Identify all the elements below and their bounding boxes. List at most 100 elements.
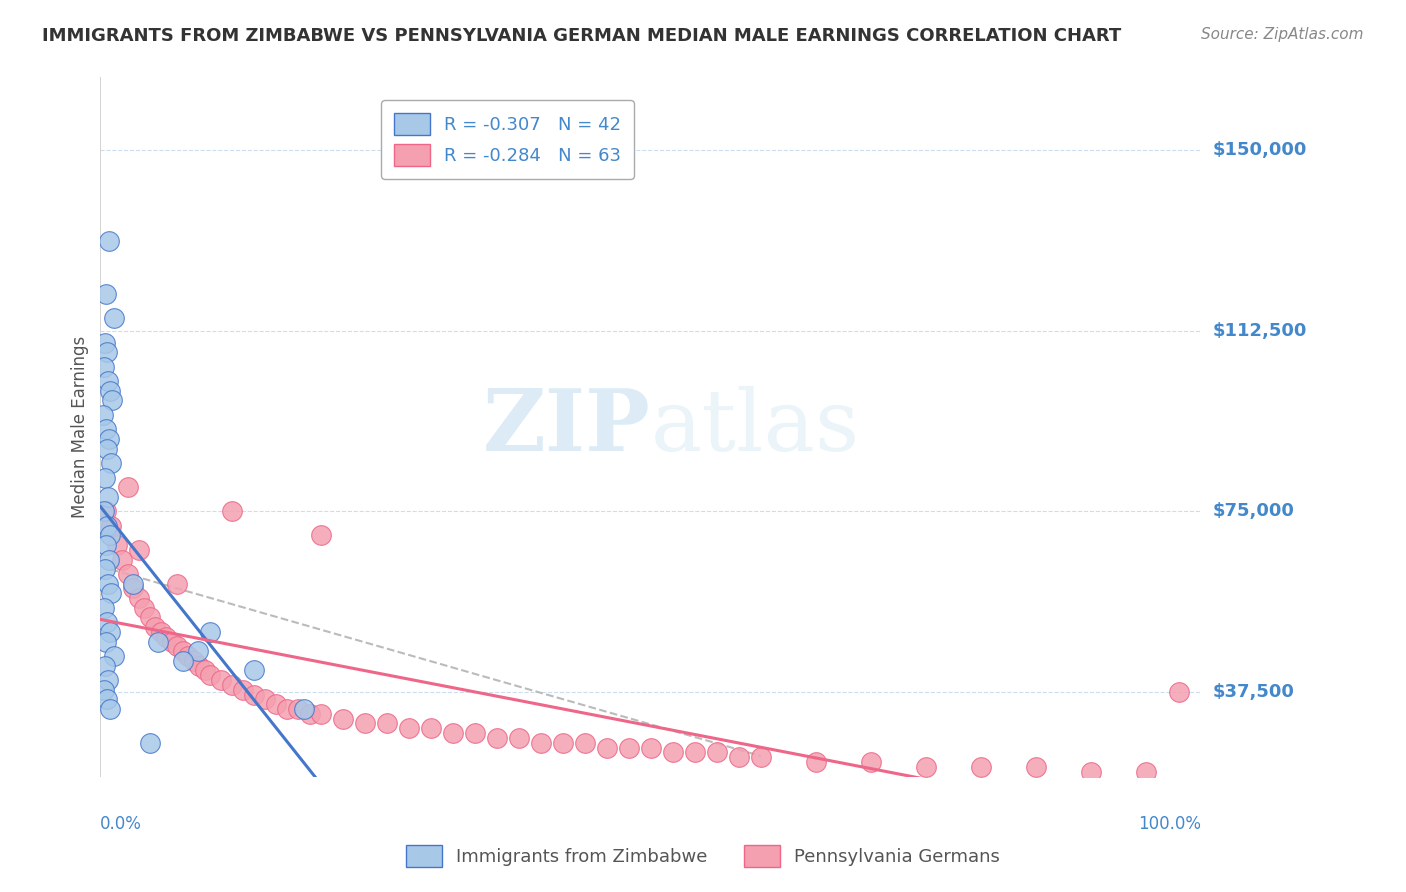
Point [94, 634, 117, 648]
Point [188, 658, 211, 673]
Point [97, 374, 120, 388]
Point [160, 634, 183, 648]
Point [117, 567, 139, 582]
Y-axis label: Median Male Earnings: Median Male Earnings [72, 336, 89, 518]
Point [574, 736, 596, 750]
Point [617, 740, 640, 755]
Point [98, 552, 121, 566]
Point [683, 745, 706, 759]
Point [94, 504, 117, 518]
Point [97, 673, 120, 687]
Point [98, 235, 121, 249]
Point [94, 287, 117, 301]
Point [93, 504, 115, 518]
Point [332, 712, 354, 726]
Point [183, 654, 205, 668]
Point [276, 702, 298, 716]
Point [98, 432, 121, 446]
Point [375, 716, 398, 731]
Point [172, 654, 194, 668]
Point [859, 755, 882, 769]
Point [309, 706, 332, 721]
Point [232, 682, 254, 697]
Point [91, 408, 114, 422]
Point [111, 552, 134, 566]
Point [122, 582, 145, 596]
Point [166, 640, 188, 654]
Text: atlas: atlas [651, 385, 860, 468]
Point [661, 745, 683, 759]
Point [100, 586, 122, 600]
Point [1135, 764, 1157, 779]
Point [97, 576, 120, 591]
Point [640, 740, 662, 755]
Point [970, 760, 993, 774]
Point [94, 470, 117, 484]
Point [485, 731, 508, 745]
Point [93, 682, 115, 697]
Point [1025, 760, 1047, 774]
Point [727, 750, 749, 764]
Point [94, 562, 117, 576]
Point [804, 755, 827, 769]
Text: ZIP: ZIP [484, 385, 651, 469]
Point [122, 576, 145, 591]
Point [464, 726, 486, 740]
Point [94, 335, 117, 350]
Point [706, 745, 728, 759]
Text: 0.0%: 0.0% [100, 815, 142, 833]
Legend: Immigrants from Zimbabwe, Pennsylvania Germans: Immigrants from Zimbabwe, Pennsylvania G… [398, 838, 1008, 874]
Point [98, 528, 121, 542]
Point [221, 678, 243, 692]
Point [98, 384, 121, 398]
Point [98, 624, 121, 639]
Text: 100.0%: 100.0% [1137, 815, 1201, 833]
Point [292, 702, 315, 716]
Text: IMMIGRANTS FROM ZIMBABWE VS PENNSYLVANIA GERMAN MEDIAN MALE EARNINGS CORRELATION: IMMIGRANTS FROM ZIMBABWE VS PENNSYLVANIA… [42, 27, 1122, 45]
Point [254, 692, 277, 706]
Text: $37,500: $37,500 [1212, 683, 1294, 701]
Point [266, 697, 288, 711]
Point [139, 736, 162, 750]
Point [94, 538, 117, 552]
Point [177, 648, 200, 663]
Point [915, 760, 938, 774]
Point [221, 504, 243, 518]
Point [96, 692, 118, 706]
Point [398, 721, 420, 735]
Point [96, 345, 118, 359]
Point [93, 600, 115, 615]
Point [200, 668, 222, 682]
Point [101, 393, 124, 408]
Point [172, 644, 194, 658]
Point [298, 706, 321, 721]
Point [100, 456, 122, 470]
Point [103, 648, 125, 663]
Point [98, 702, 121, 716]
Point [93, 359, 115, 374]
Point [200, 624, 222, 639]
Point [166, 576, 188, 591]
Point [194, 664, 217, 678]
Point [100, 518, 122, 533]
Point [145, 620, 167, 634]
Point [551, 736, 574, 750]
Point [128, 542, 150, 557]
Point [96, 615, 118, 630]
Point [128, 591, 150, 606]
Point [441, 726, 464, 740]
Text: $150,000: $150,000 [1212, 141, 1306, 159]
Point [243, 664, 266, 678]
Point [117, 480, 139, 494]
Point [155, 630, 177, 644]
Point [96, 518, 118, 533]
Legend: R = -0.307   N = 42, R = -0.284   N = 63: R = -0.307 N = 42, R = -0.284 N = 63 [381, 101, 634, 178]
Point [209, 673, 232, 687]
Point [749, 750, 772, 764]
Point [287, 702, 309, 716]
Point [508, 731, 530, 745]
Point [134, 600, 156, 615]
Point [1168, 685, 1191, 699]
Point [96, 442, 118, 456]
Point [596, 740, 619, 755]
